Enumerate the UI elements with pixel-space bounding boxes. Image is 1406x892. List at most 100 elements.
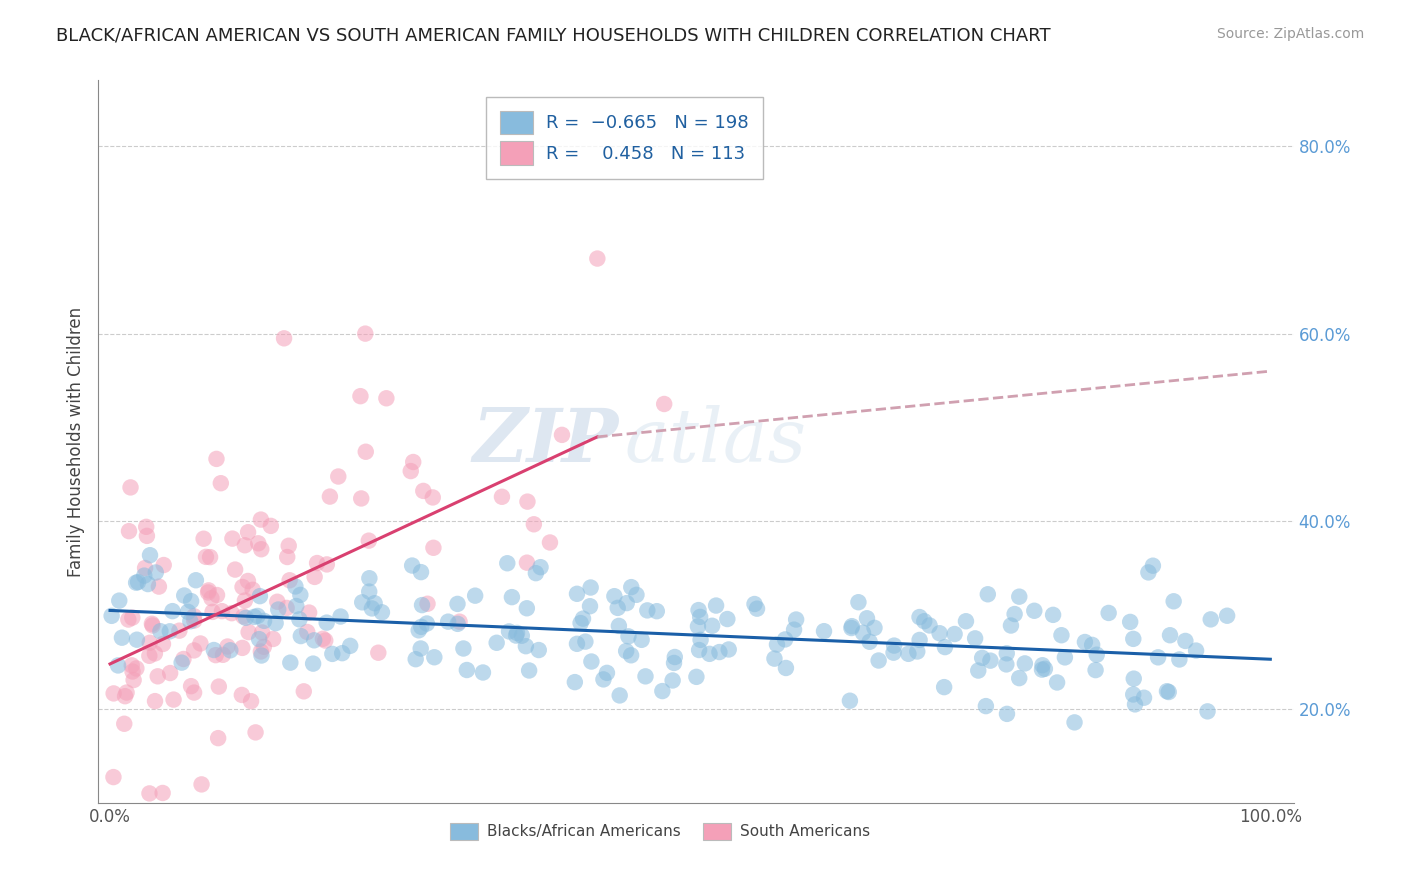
Point	[122, 673, 145, 687]
Point	[1081, 638, 1104, 652]
Point	[1156, 684, 1178, 698]
Point	[276, 549, 298, 564]
Point	[423, 650, 446, 665]
Point	[125, 661, 148, 675]
Point	[517, 664, 540, 678]
Point	[125, 575, 148, 590]
Point	[195, 549, 218, 564]
Point	[1163, 594, 1185, 608]
Point	[100, 608, 122, 623]
Point	[527, 643, 550, 657]
Point	[596, 665, 619, 680]
Point	[592, 673, 614, 687]
Point	[662, 656, 685, 670]
Point	[285, 599, 308, 613]
Point	[250, 644, 273, 658]
Point	[329, 609, 352, 624]
Point	[359, 571, 381, 585]
Point	[321, 647, 343, 661]
Point	[121, 665, 143, 679]
Point	[686, 619, 709, 633]
Point	[143, 647, 166, 661]
Point	[766, 638, 789, 652]
Point	[260, 519, 283, 533]
Point	[200, 591, 222, 606]
Point	[1122, 672, 1144, 686]
Point	[565, 637, 588, 651]
Point	[183, 614, 205, 628]
Point	[579, 581, 602, 595]
Point	[1142, 558, 1164, 573]
Point	[117, 613, 139, 627]
Point	[107, 658, 129, 673]
Point	[125, 632, 148, 647]
Point	[636, 603, 658, 617]
Point	[127, 575, 149, 590]
Point	[841, 621, 863, 635]
Point	[205, 588, 228, 602]
Point	[339, 639, 361, 653]
Point	[205, 451, 228, 466]
Point	[1046, 675, 1069, 690]
Point	[315, 558, 337, 572]
Point	[773, 632, 796, 647]
Point	[965, 632, 987, 646]
Point	[250, 513, 273, 527]
Point	[744, 597, 766, 611]
Point	[569, 616, 592, 631]
Point	[375, 391, 398, 405]
Point	[231, 688, 253, 702]
Point	[143, 694, 166, 708]
Point	[928, 626, 950, 640]
Point	[412, 483, 434, 498]
Point	[688, 643, 710, 657]
Point	[763, 651, 786, 665]
Point	[349, 389, 371, 403]
Point	[505, 629, 527, 643]
Point	[319, 490, 342, 504]
Point	[134, 568, 156, 582]
Point	[651, 684, 673, 698]
Point	[620, 580, 643, 594]
Point	[180, 679, 202, 693]
Point	[783, 623, 806, 637]
Point	[359, 584, 381, 599]
Point	[1004, 607, 1026, 621]
Point	[456, 663, 478, 677]
Point	[278, 574, 301, 588]
Point	[1042, 607, 1064, 622]
Point	[250, 542, 273, 557]
Point	[231, 640, 253, 655]
Point	[1014, 657, 1036, 671]
Point	[785, 613, 807, 627]
Point	[529, 560, 551, 574]
Point	[367, 646, 389, 660]
Point	[565, 587, 588, 601]
Point	[328, 469, 350, 483]
Point	[139, 548, 162, 562]
Point	[152, 558, 174, 572]
Point	[856, 611, 879, 625]
Point	[208, 680, 231, 694]
Point	[302, 633, 325, 648]
Point	[689, 632, 711, 647]
Point	[233, 593, 256, 607]
Point	[620, 648, 643, 663]
Point	[245, 725, 267, 739]
Point	[288, 612, 311, 626]
Point	[120, 480, 142, 494]
Point	[883, 646, 905, 660]
Point	[233, 538, 256, 552]
Point	[307, 556, 329, 570]
Point	[506, 626, 529, 640]
Point	[221, 532, 243, 546]
Point	[103, 770, 125, 784]
Point	[972, 651, 994, 665]
Point	[1074, 635, 1097, 649]
Point	[1216, 608, 1239, 623]
Point	[411, 620, 433, 634]
Point	[491, 490, 513, 504]
Point	[134, 561, 156, 575]
Point	[172, 652, 194, 666]
Point	[246, 609, 269, 624]
